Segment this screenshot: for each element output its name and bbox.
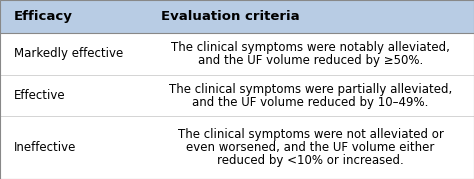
Text: and the UF volume reduced by 10–49%.: and the UF volume reduced by 10–49%. [192,96,428,109]
Text: Efficacy: Efficacy [14,10,73,23]
Bar [0,0,474,33]
Text: Ineffective: Ineffective [14,141,77,154]
Text: The clinical symptoms were notably alleviated,: The clinical symptoms were notably allev… [171,41,450,54]
Text: even worsened, and the UF volume either: even worsened, and the UF volume either [186,141,435,154]
Text: Markedly effective: Markedly effective [14,47,123,61]
Text: Evaluation criteria: Evaluation criteria [161,10,300,23]
Text: reduced by <10% or increased.: reduced by <10% or increased. [217,154,404,167]
Text: The clinical symptoms were not alleviated or: The clinical symptoms were not alleviate… [178,128,443,141]
Text: Effective: Effective [14,89,66,102]
Text: The clinical symptoms were partially alleviated,: The clinical symptoms were partially all… [169,83,452,96]
Text: and the UF volume reduced by ≥50%.: and the UF volume reduced by ≥50%. [198,54,423,67]
